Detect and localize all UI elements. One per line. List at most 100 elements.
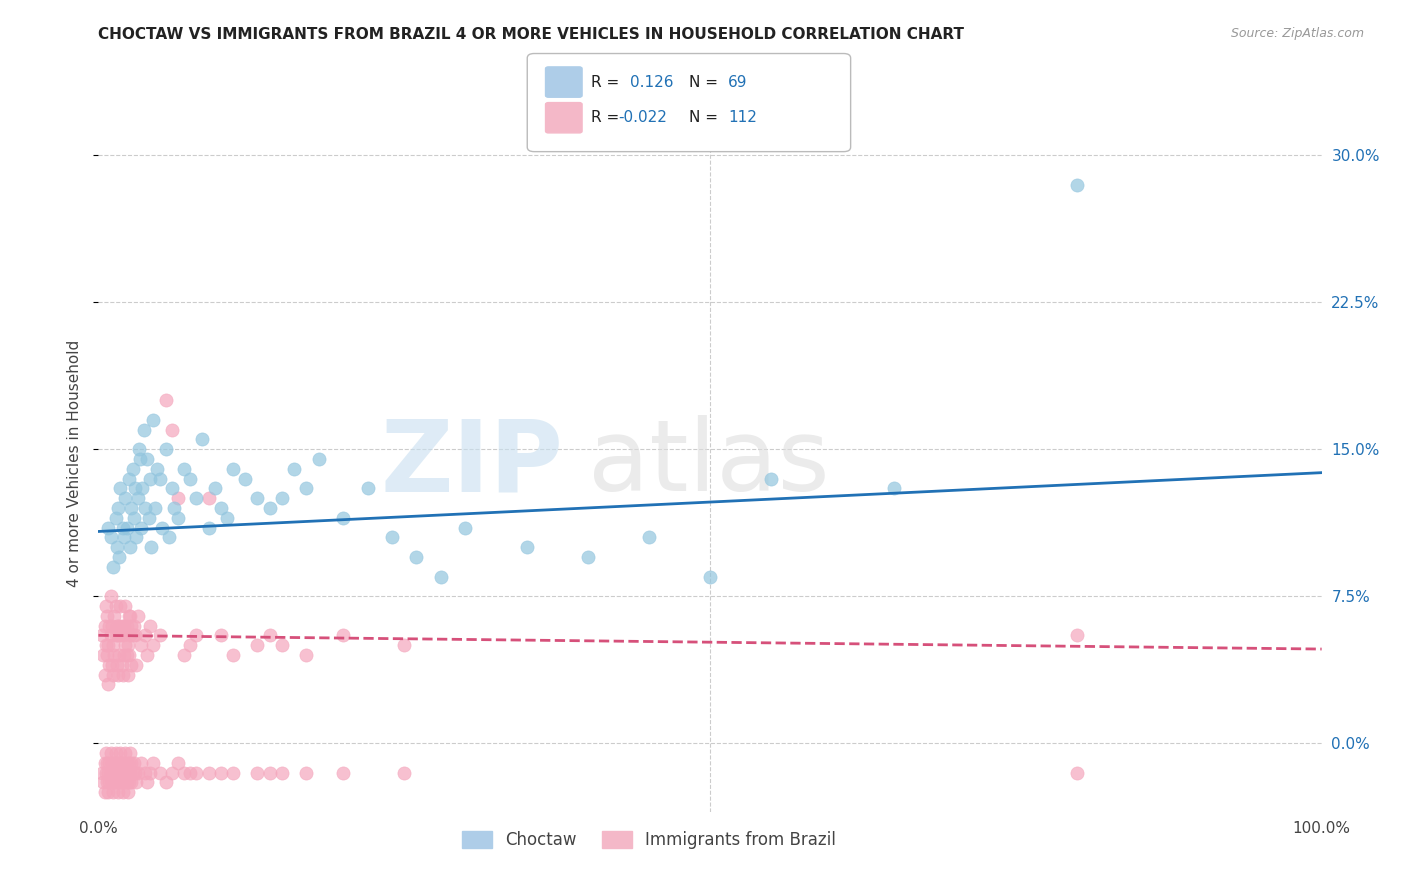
Point (97, 677, 120, 691)
Point (96, 648, 118, 662)
Point (160, 481, 183, 495)
Point (127, 608, 149, 623)
Point (186, 628, 208, 642)
Point (122, 756, 145, 770)
Point (94, 765, 117, 780)
Point (332, 765, 354, 780)
Point (120, 657, 142, 672)
Point (97, 785, 120, 799)
Point (103, 775, 125, 789)
Point (100, 765, 122, 780)
Point (94, 599, 117, 613)
Point (160, 423, 183, 437)
Point (283, 461, 305, 475)
Point (114, 599, 136, 613)
Point (246, 765, 269, 780)
Point (110, 775, 132, 789)
Point (101, 667, 124, 681)
Point (107, 628, 129, 642)
Point (115, 775, 138, 789)
Point (101, 657, 124, 672)
Point (120, 540, 142, 554)
Point (105, 657, 128, 672)
Point (93, 667, 115, 681)
Text: N =: N = (689, 111, 723, 125)
Y-axis label: 4 or more Vehicles in Household: 4 or more Vehicles in Household (67, 340, 83, 588)
Point (270, 491, 294, 505)
Point (155, 393, 177, 408)
Point (332, 628, 354, 642)
Point (96, 756, 118, 770)
Point (104, 765, 127, 780)
Point (155, 775, 177, 789)
Point (105, 756, 128, 770)
Point (129, 638, 152, 652)
Point (101, 785, 124, 799)
Point (332, 510, 354, 524)
Point (91, 765, 114, 780)
Point (259, 628, 281, 642)
Point (117, 785, 139, 799)
Point (103, 648, 125, 662)
Point (129, 756, 152, 770)
Point (114, 765, 136, 780)
Point (215, 510, 238, 524)
Point (111, 756, 134, 770)
Point (107, 667, 129, 681)
Point (149, 628, 172, 642)
Point (100, 589, 122, 603)
Point (222, 461, 245, 475)
Point (128, 442, 150, 457)
Point (270, 765, 294, 780)
Point (150, 520, 173, 534)
Point (117, 667, 139, 681)
Point (295, 765, 318, 780)
Point (94, 746, 117, 760)
Point (125, 530, 148, 544)
Point (139, 540, 162, 554)
Point (101, 559, 124, 574)
Point (104, 628, 127, 642)
Point (120, 628, 142, 642)
Point (98, 775, 121, 789)
Point (699, 569, 721, 583)
Point (761, 471, 783, 485)
Point (124, 481, 146, 495)
Point (120, 765, 142, 780)
Text: R =: R = (591, 111, 624, 125)
Point (197, 491, 219, 505)
Point (129, 452, 152, 467)
Point (129, 520, 152, 534)
Point (96, 775, 118, 789)
Text: 0.126: 0.126 (630, 75, 673, 89)
Point (114, 746, 136, 760)
Point (576, 549, 599, 564)
Point (356, 481, 378, 495)
Point (110, 628, 132, 642)
Point (146, 461, 169, 475)
Point (101, 638, 124, 652)
Point (160, 765, 183, 780)
Point (638, 530, 661, 544)
Point (120, 608, 142, 623)
Text: ZIP: ZIP (381, 416, 564, 512)
Point (186, 765, 208, 780)
Point (127, 491, 149, 505)
Point (136, 648, 159, 662)
Point (120, 775, 142, 789)
Point (134, 765, 156, 780)
Point (91, 775, 114, 789)
Point (246, 638, 269, 652)
Point (111, 775, 134, 789)
Point (96, 608, 118, 623)
Point (142, 638, 165, 652)
Point (233, 471, 256, 485)
Point (98, 657, 121, 672)
Point (108, 648, 131, 662)
Point (167, 756, 190, 770)
Point (179, 765, 201, 780)
Point (1066, 765, 1088, 780)
Point (295, 481, 318, 495)
Point (222, 765, 245, 780)
Point (173, 648, 195, 662)
